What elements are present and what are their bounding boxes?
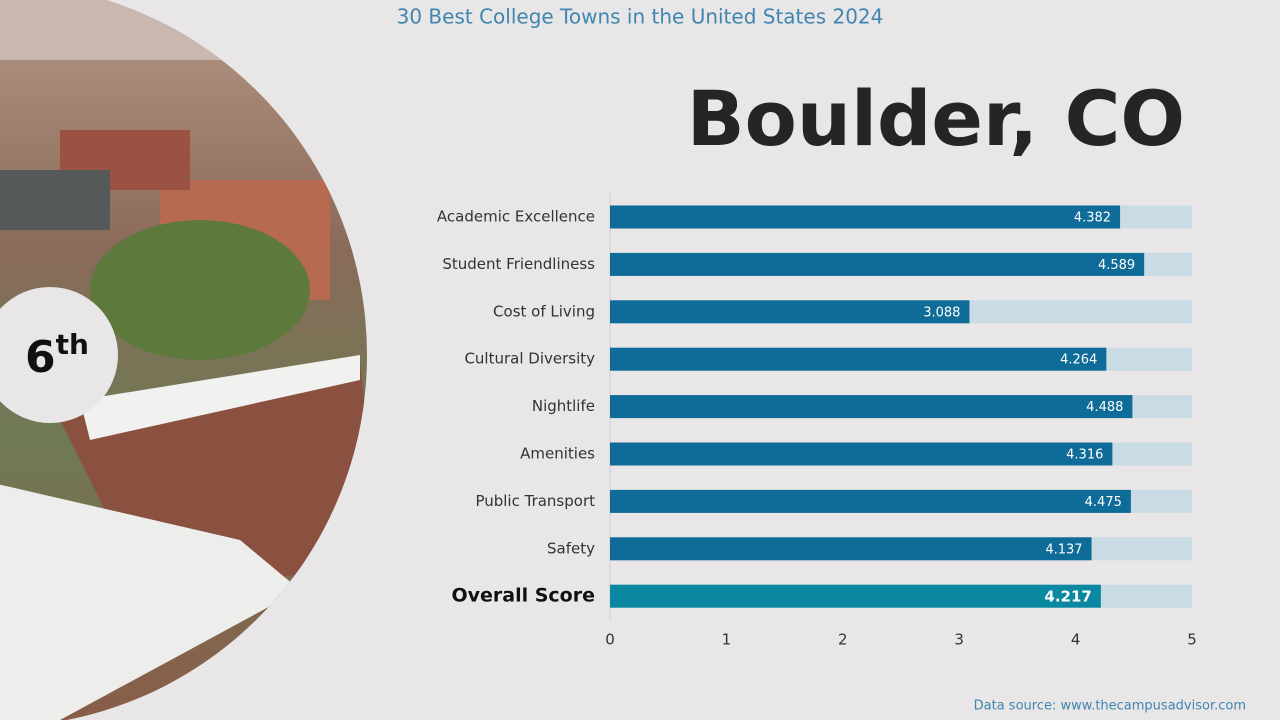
value-label: 3.088	[923, 305, 960, 320]
value-label: 4.137	[1045, 542, 1082, 557]
rank: 6th	[25, 328, 89, 383]
x-tick-label: 4	[1071, 631, 1081, 649]
chart-title: 30 Best College Towns in the United Stat…	[397, 5, 884, 29]
category-label: Academic Excellence	[437, 208, 595, 226]
value-label: 4.475	[1085, 495, 1122, 510]
bar	[610, 537, 1092, 561]
photo-stadium	[0, 170, 110, 230]
photo-trees	[90, 220, 310, 360]
bar	[610, 489, 1131, 513]
x-tick-label: 0	[605, 631, 615, 649]
value-label: 4.217	[1044, 588, 1091, 606]
value-label: 4.488	[1086, 400, 1123, 415]
x-tick-label: 5	[1187, 631, 1197, 649]
value-label: 4.316	[1066, 448, 1103, 463]
bar	[610, 205, 1121, 229]
category-label: Public Transport	[475, 492, 595, 510]
category-label: Overall Score	[451, 585, 595, 607]
bar	[610, 442, 1113, 466]
value-label: 4.264	[1060, 353, 1097, 368]
photo-roof	[0, 480, 300, 720]
x-tick-label: 3	[954, 631, 964, 649]
bar	[610, 395, 1133, 419]
category-label: Cost of Living	[493, 302, 595, 320]
rank-number: 6	[25, 332, 56, 383]
bar	[610, 584, 1101, 608]
category-label: Safety	[547, 539, 595, 557]
rank-suffix: th	[56, 328, 89, 361]
plot: 0 1 2 3 4 5 Academic Excellence 4.382 Student Fr…	[437, 193, 1197, 649]
x-tick-label: 2	[838, 631, 848, 649]
bar	[610, 252, 1145, 276]
category-label: Nightlife	[532, 397, 595, 415]
rank-badge	[0, 287, 118, 423]
city-name: Boulder, CO	[687, 74, 1185, 163]
category-label: Student Friendliness	[442, 255, 595, 273]
x-tick-label: 1	[722, 631, 732, 649]
category-label: Cultural Diversity	[464, 350, 595, 368]
bar	[610, 347, 1107, 371]
bar	[610, 300, 970, 324]
photo-roof	[80, 355, 360, 440]
value-label: 4.382	[1074, 211, 1111, 226]
value-label: 4.589	[1098, 258, 1135, 273]
category-label: Amenities	[520, 445, 595, 463]
source: Data source: www.thecampusadvisor.com	[974, 699, 1246, 714]
